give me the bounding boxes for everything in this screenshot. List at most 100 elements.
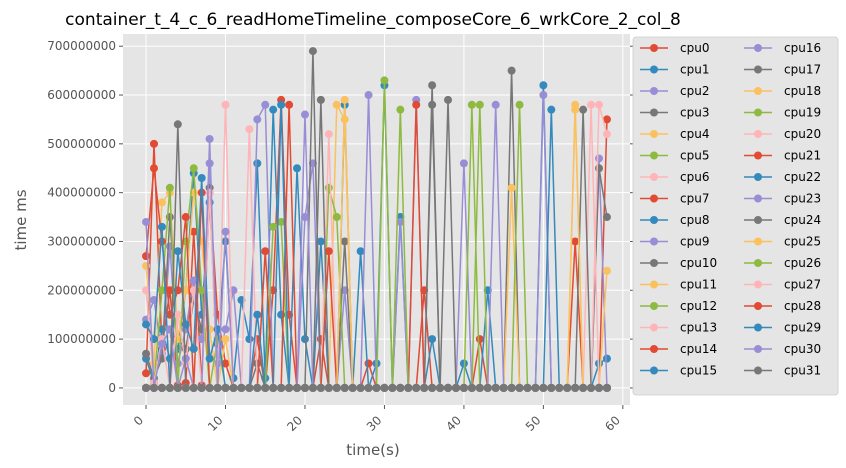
data-point	[396, 105, 405, 114]
data-point	[142, 252, 151, 261]
data-point	[364, 359, 373, 368]
legend-item-cpu30: cpu30	[744, 342, 821, 356]
legend-marker	[650, 65, 658, 74]
data-point	[173, 383, 182, 392]
data-point	[142, 320, 151, 329]
data-point	[595, 154, 604, 163]
legend-item-cpu14: cpu14	[640, 342, 717, 356]
legend-marker	[754, 216, 762, 224]
y-tick-label: 500000000	[47, 137, 116, 151]
data-point	[261, 383, 270, 392]
data-point	[571, 237, 580, 246]
data-point	[221, 335, 230, 344]
data-point	[181, 383, 190, 392]
data-point	[173, 310, 182, 319]
data-point	[348, 383, 357, 392]
data-point	[428, 383, 437, 392]
legend-item-cpu18: cpu18	[744, 84, 821, 98]
data-point	[324, 383, 333, 392]
data-point	[221, 100, 230, 109]
legend-item-cpu3: cpu3	[640, 106, 709, 120]
legend-marker	[650, 345, 658, 353]
legend-item-cpu26: cpu26	[744, 256, 821, 270]
series-cpu31	[142, 383, 611, 392]
legend-item-cpu27: cpu27	[744, 278, 821, 292]
data-point	[189, 344, 198, 353]
legend-marker	[650, 259, 658, 267]
data-point	[181, 213, 190, 222]
legend-marker	[754, 65, 762, 74]
data-point	[539, 91, 548, 100]
data-point	[491, 100, 500, 109]
legend-marker	[754, 194, 762, 203]
data-point	[467, 383, 476, 392]
data-point	[293, 164, 302, 173]
data-point	[157, 286, 166, 295]
legend-marker	[650, 216, 658, 224]
data-point	[149, 383, 158, 392]
data-point	[300, 110, 309, 119]
data-point	[221, 325, 230, 334]
data-point	[444, 95, 453, 104]
data-point	[412, 383, 421, 392]
data-point	[507, 383, 516, 392]
data-point	[245, 125, 254, 134]
data-point	[602, 213, 611, 222]
data-point	[515, 383, 524, 392]
data-point	[340, 95, 349, 104]
legend-label: cpu3	[680, 106, 709, 120]
legend-label: cpu17	[784, 63, 821, 77]
data-point	[332, 100, 341, 109]
legend-label: cpu27	[784, 278, 821, 292]
legend-marker	[650, 44, 658, 52]
legend-label: cpu18	[784, 84, 821, 98]
legend-marker	[754, 173, 762, 181]
data-point	[197, 174, 206, 183]
data-point	[253, 159, 262, 168]
data-point	[189, 227, 198, 236]
y-tick-label: 100000000	[47, 332, 116, 346]
data-point	[388, 383, 397, 392]
data-point	[531, 383, 540, 392]
data-point	[491, 383, 500, 392]
y-axis-label: time ms	[12, 189, 30, 250]
legend-label: cpu16	[784, 41, 821, 55]
data-point	[142, 286, 151, 295]
data-point	[587, 383, 596, 392]
legend-marker	[650, 130, 658, 138]
data-point	[523, 383, 532, 392]
data-point	[459, 159, 468, 168]
data-point	[229, 383, 238, 392]
legend-marker	[650, 151, 658, 160]
data-point	[459, 383, 468, 392]
legend-item-cpu16: cpu16	[744, 41, 821, 55]
legend-marker	[754, 87, 762, 95]
data-point	[221, 383, 230, 392]
data-point	[324, 183, 333, 192]
data-point	[253, 310, 262, 319]
data-point	[396, 383, 405, 392]
data-point	[261, 247, 270, 256]
legend-marker	[650, 108, 658, 117]
data-point	[293, 383, 302, 392]
data-point	[587, 100, 596, 109]
data-point	[253, 115, 262, 124]
legend-label: cpu6	[680, 170, 709, 184]
legend-label: cpu10	[680, 256, 717, 270]
data-point	[428, 335, 437, 344]
data-point	[197, 383, 206, 392]
data-point	[555, 383, 564, 392]
data-point	[602, 266, 611, 275]
data-point	[412, 100, 421, 109]
data-point	[332, 213, 341, 222]
y-tick-label: 700000000	[47, 39, 116, 53]
data-point	[142, 349, 151, 358]
legend-marker	[754, 130, 762, 138]
legend-item-cpu1: cpu1	[640, 63, 709, 77]
data-point	[404, 383, 413, 392]
data-point	[364, 91, 373, 100]
legend-label: cpu24	[784, 213, 821, 227]
legend-marker	[650, 87, 658, 95]
data-point	[213, 383, 222, 392]
data-point	[269, 222, 278, 231]
